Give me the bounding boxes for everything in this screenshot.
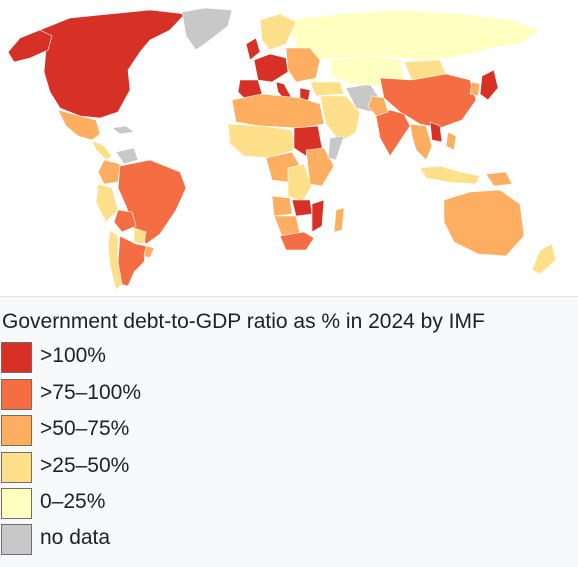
world-map-svg	[7, 7, 557, 291]
legend-label: >25–50%	[40, 454, 130, 477]
region-greenland	[181, 7, 233, 51]
region-madagascar	[333, 207, 345, 233]
legend-item-50-75: >50–75%	[0, 415, 300, 449]
region-somalia	[327, 135, 345, 161]
legend-item-75-100: >75–100%	[0, 379, 300, 413]
region-west-africa	[227, 123, 295, 159]
legend-swatch-50-75	[1, 415, 32, 446]
region-venezuela	[115, 147, 139, 165]
legend-label: >100%	[40, 344, 106, 367]
region-pakistan	[367, 95, 389, 117]
region-uk	[245, 37, 261, 61]
region-central-america	[91, 139, 113, 161]
region-korea	[469, 81, 481, 97]
region-zambia	[291, 199, 313, 217]
region-alaska	[7, 29, 53, 63]
world-map	[7, 7, 557, 291]
region-east-africa	[305, 147, 335, 187]
legend-item-25-50: >25–50%	[0, 452, 300, 486]
region-angola	[271, 195, 293, 217]
region-colombia	[97, 159, 121, 185]
region-philippines	[445, 131, 457, 151]
legend-item-no-data: no data	[0, 524, 300, 558]
region-southeast-asia	[409, 123, 433, 161]
legend-swatch-25-50	[1, 452, 32, 483]
region-drc	[287, 163, 313, 203]
region-china	[379, 73, 477, 129]
region-new-zealand	[531, 243, 557, 275]
legend-divider	[0, 296, 578, 297]
region-russia	[287, 9, 541, 61]
legend-title: Government debt-to-GDP ratio as % in 202…	[2, 310, 485, 333]
region-turkey	[309, 81, 345, 97]
region-papua-new-guinea	[485, 171, 513, 187]
region-brazil	[117, 159, 187, 245]
legend-swatch-75-100	[1, 379, 32, 410]
map-legend: Government debt-to-GDP ratio as % in 202…	[0, 297, 578, 567]
region-uruguay	[143, 245, 155, 259]
region-central-europe	[285, 47, 321, 83]
region-japan	[479, 69, 499, 101]
legend-label: 0–25%	[40, 490, 106, 513]
legend-swatch-0-25	[1, 488, 32, 519]
region-north-africa	[231, 93, 325, 129]
region-middle-east	[319, 95, 361, 143]
region-bolivia	[113, 209, 137, 233]
region-laos	[429, 121, 443, 143]
region-mozambique	[311, 199, 325, 233]
region-india	[375, 109, 411, 157]
region-cuba	[111, 125, 135, 135]
region-namibia-botswana	[273, 215, 301, 237]
region-australia	[443, 189, 525, 257]
legend-label: no data	[40, 526, 111, 549]
region-south-africa	[279, 231, 315, 251]
legend-swatch-over-100	[1, 342, 32, 373]
region-paraguay	[133, 227, 147, 245]
region-mexico	[57, 109, 101, 141]
legend-swatch-no-data	[1, 524, 32, 555]
region-western-europe	[253, 53, 289, 83]
region-chile	[107, 229, 123, 291]
legend-label: >75–100%	[40, 381, 142, 404]
region-indonesia	[419, 165, 481, 185]
region-nordics	[259, 13, 297, 51]
legend-item-0-25: 0–25%	[0, 488, 300, 522]
region-canada-usa	[39, 9, 186, 119]
legend-item-over-100: >100%	[0, 342, 300, 376]
region-peru	[95, 183, 119, 223]
legend-label: >50–75%	[40, 417, 130, 440]
